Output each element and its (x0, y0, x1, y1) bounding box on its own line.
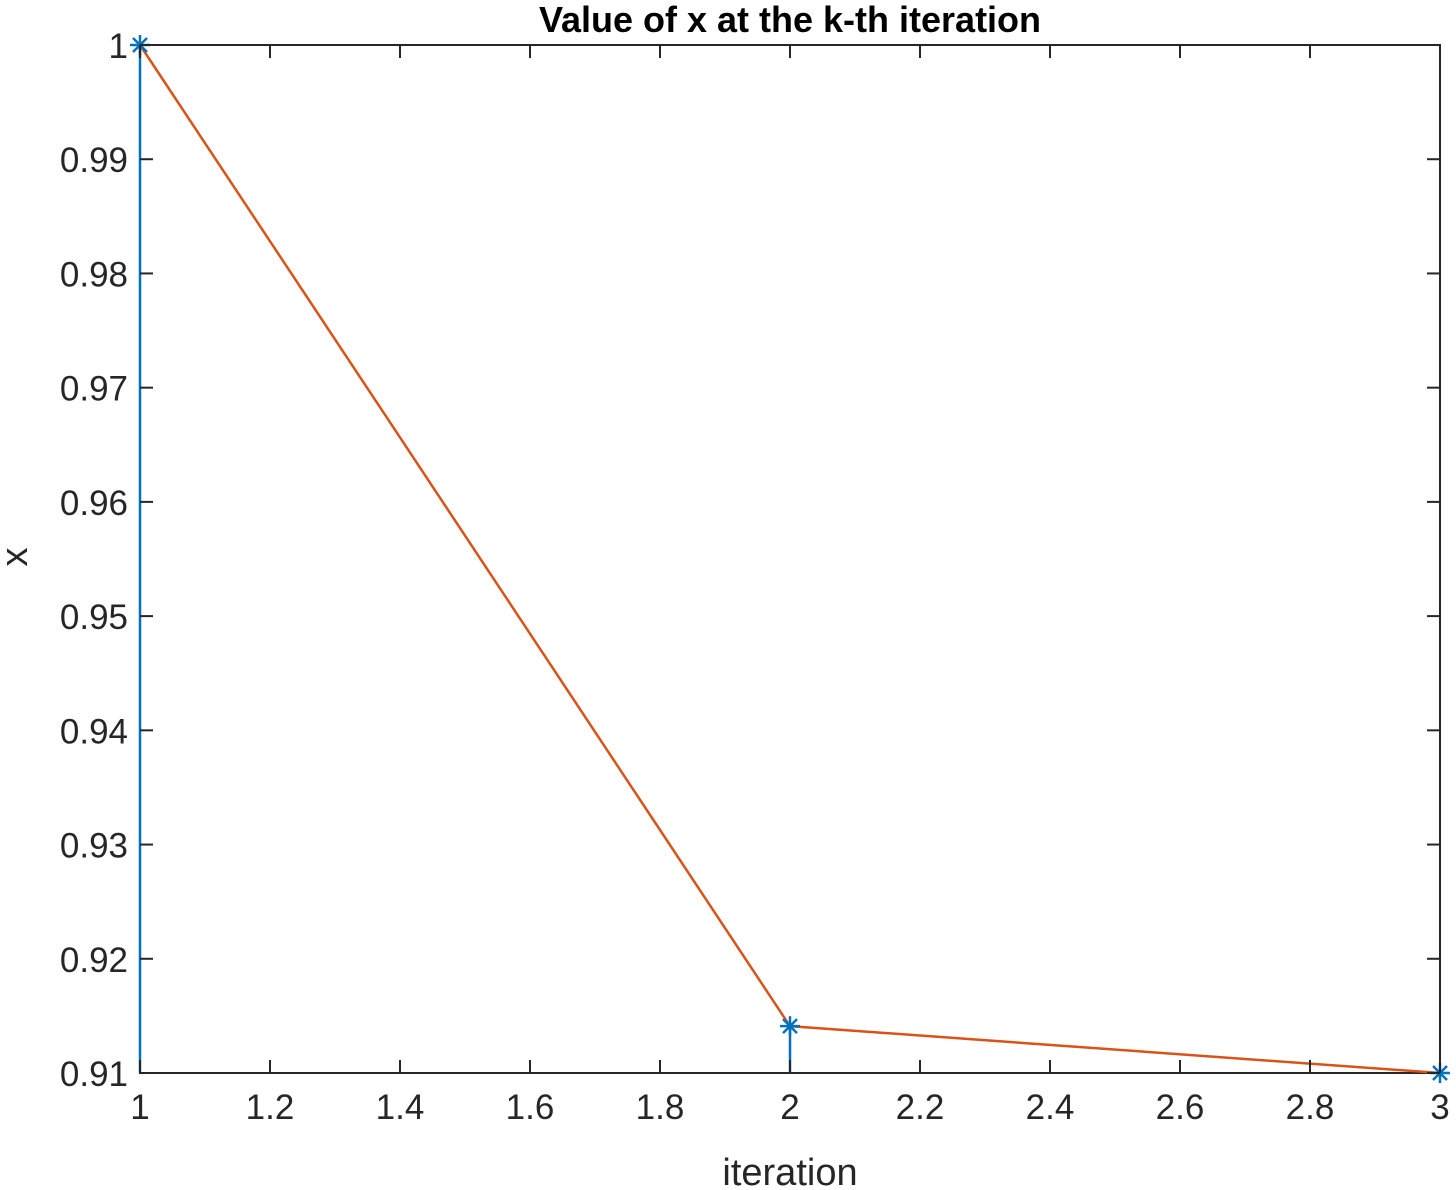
x-tick-label: 1.4 (376, 1088, 425, 1127)
x-tick-label: 2.8 (1286, 1088, 1335, 1127)
x-tick-label: 2 (780, 1088, 799, 1127)
y-axis-label: x (0, 548, 36, 567)
x-tick-label: 1.2 (246, 1088, 295, 1127)
y-tick-label: 0.93 (60, 827, 128, 866)
x-tick-label: 1 (130, 1088, 149, 1127)
chart-title: Value of x at the k-th iteration (539, 0, 1041, 40)
y-tick-label: 0.98 (60, 255, 128, 294)
y-tick-label: 0.97 (60, 370, 128, 409)
y-tick-label: 0.92 (60, 941, 128, 980)
y-tick-label: 1 (109, 27, 128, 66)
x-tick-label: 2.6 (1156, 1088, 1205, 1127)
x-axis-ticks: 1 1.2 1.4 1.6 1.8 2 2.2 2.4 2.6 2.8 3 (130, 45, 1450, 1127)
y-axis-ticks: 0.91 0.92 0.93 0.94 0.95 0.96 0.97 0.98 0.99 1 (60, 27, 1440, 1094)
axes-box (139, 44, 1441, 1074)
y-tick-label: 0.91 (60, 1055, 128, 1094)
x-tick-label: 2.2 (896, 1088, 945, 1127)
plot-area (139, 44, 1441, 1074)
y-tick-label: 0.95 (60, 598, 128, 637)
x-axis-label: iteration (722, 1152, 857, 1190)
y-tick-label: 0.96 (60, 484, 128, 523)
x-tick-label: 2.4 (1026, 1088, 1075, 1127)
y-tick-label: 0.94 (60, 712, 128, 751)
y-tick-label: 0.99 (60, 141, 128, 180)
x-tick-label: 1.8 (636, 1088, 685, 1127)
x-tick-label: 3 (1430, 1088, 1449, 1127)
x-tick-label: 1.6 (506, 1088, 555, 1127)
data-point-marker (780, 1016, 800, 1037)
